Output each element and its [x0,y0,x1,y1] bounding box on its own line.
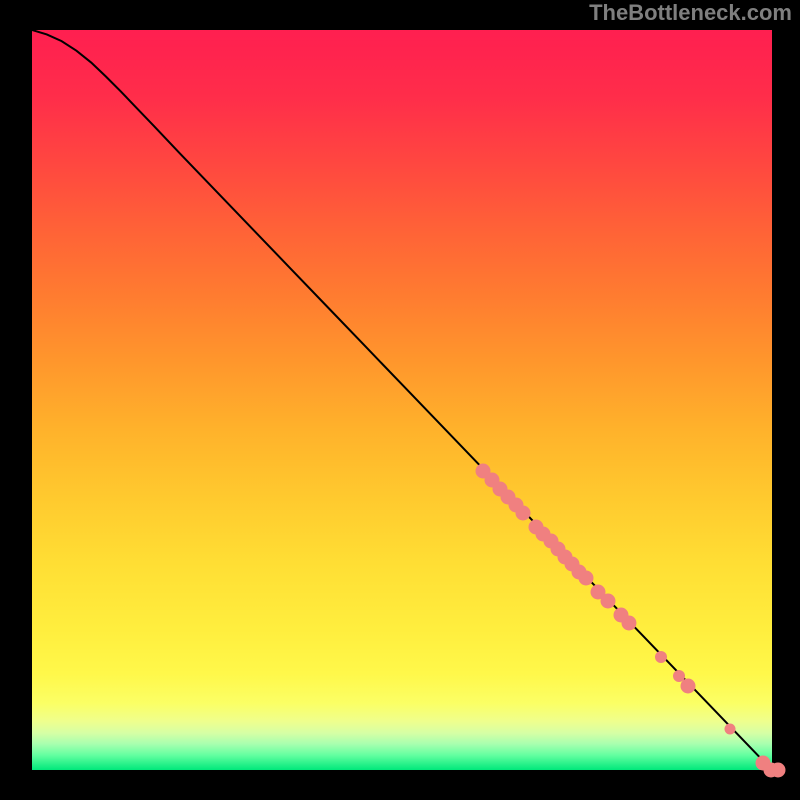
plot-area [32,30,772,770]
marker-dot [770,763,785,778]
marker-dot [680,678,695,693]
chart-canvas: TheBottleneck.com [0,0,800,800]
markers-layer [32,30,772,770]
marker-dot [600,594,615,609]
marker-dot [516,506,531,521]
marker-dot [655,651,667,663]
watermark-text: TheBottleneck.com [589,0,792,26]
marker-dot [622,616,637,631]
marker-dot [578,571,593,586]
marker-dot [724,724,735,735]
